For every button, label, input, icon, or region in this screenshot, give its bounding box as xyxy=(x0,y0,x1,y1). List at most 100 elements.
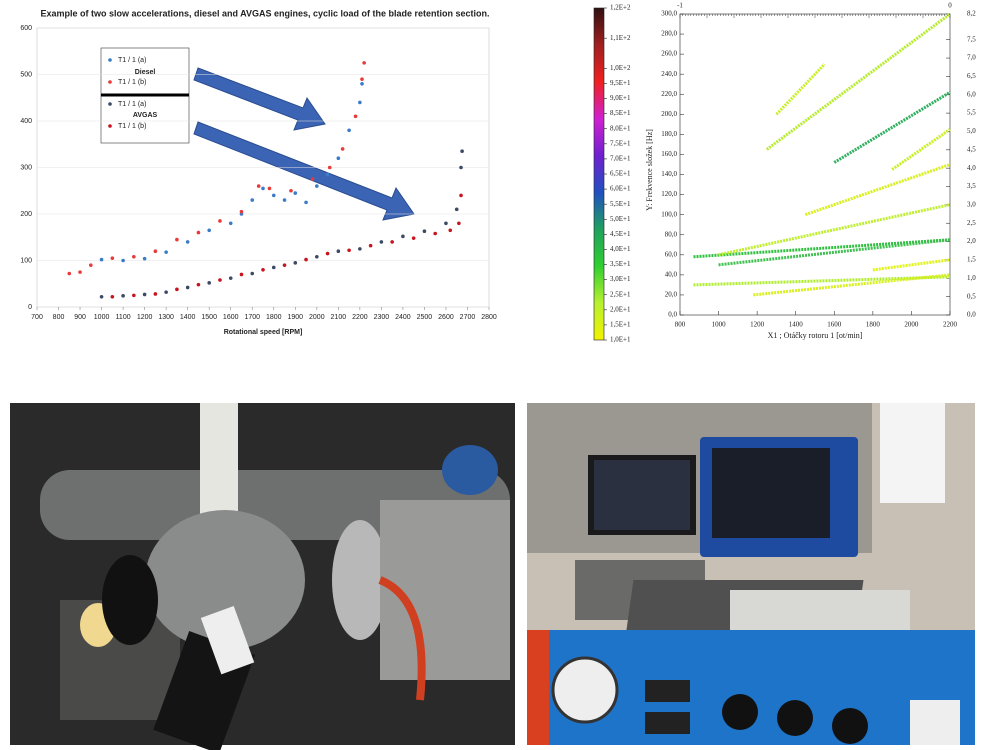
point xyxy=(110,256,115,260)
point xyxy=(448,228,453,233)
point xyxy=(411,236,416,240)
point xyxy=(207,281,211,285)
x2-tick-label: 0 xyxy=(948,2,952,10)
point xyxy=(153,292,158,296)
point xyxy=(304,200,308,205)
trace xyxy=(872,258,951,272)
chart-title: Example of two slow accelerations, diese… xyxy=(40,8,489,18)
point xyxy=(293,261,298,265)
arrow xyxy=(193,121,415,221)
point xyxy=(218,278,222,282)
point xyxy=(390,240,394,244)
legend-swatch xyxy=(108,58,112,62)
y-tick-label: 400 xyxy=(20,118,32,125)
point xyxy=(110,294,115,299)
colorbar-tick-label: 1,0E+1 xyxy=(610,336,631,344)
point xyxy=(132,293,136,298)
point xyxy=(459,193,463,198)
point xyxy=(67,271,72,276)
y-tick-label: 280,0 xyxy=(661,30,677,38)
colorbar-tick-label: 1,2E+2 xyxy=(610,4,631,12)
point xyxy=(250,198,255,202)
point xyxy=(271,265,276,270)
point xyxy=(460,149,464,154)
point xyxy=(142,292,147,297)
point xyxy=(353,114,358,119)
point xyxy=(362,61,366,65)
x-tick-label: 2200 xyxy=(943,321,958,329)
point xyxy=(310,177,315,181)
x-tick-label: 1100 xyxy=(116,314,131,321)
colorbar-tick-label: 4,5E+1 xyxy=(610,230,631,238)
x-tick-label: 1000 xyxy=(94,314,110,321)
colorbar-tick-label: 2,0E+1 xyxy=(610,305,631,313)
x-tick-label: 1600 xyxy=(827,321,842,329)
x-tick-label: 1900 xyxy=(287,314,303,321)
point xyxy=(261,186,265,191)
engine-photo xyxy=(10,403,515,750)
y2-tick-label: 3,0 xyxy=(967,200,976,208)
point xyxy=(142,256,147,261)
colorbar-tick-label: 5,0E+1 xyxy=(610,215,631,223)
y-tick-label: 120,0 xyxy=(661,190,677,198)
x-tick-label: 2700 xyxy=(460,314,476,321)
x-axis-label: Rotational speed [RPM] xyxy=(224,329,303,336)
legend-group-label: AVGAS xyxy=(133,112,158,119)
x-tick-label: 1300 xyxy=(158,314,174,321)
y2-tick-label: 3,5 xyxy=(967,182,976,190)
trace xyxy=(718,238,951,267)
point xyxy=(121,258,125,263)
legend-label: T1 / 1 (a) xyxy=(118,101,146,108)
point xyxy=(368,243,373,248)
x-tick-label: 2500 xyxy=(417,314,433,321)
y2-tick-label: 1,0 xyxy=(967,274,976,282)
point xyxy=(228,221,233,226)
x-tick-label: 1200 xyxy=(137,314,153,321)
x-axis-label: X1 ; Otáčky rotoru 1 [ot/min] xyxy=(768,331,863,340)
point xyxy=(327,165,332,170)
point xyxy=(379,240,384,244)
point xyxy=(153,249,158,253)
colorbar-tick-label: 7,0E+1 xyxy=(610,155,631,163)
colorbar-tick-label: 8,5E+1 xyxy=(610,109,631,117)
legend-label: T1 / 1 (a) xyxy=(118,57,146,64)
x-tick-label: 2100 xyxy=(331,314,347,321)
colorbar-tick-label: 5,5E+1 xyxy=(610,200,631,208)
y2-tick-label: 7,5 xyxy=(967,35,976,43)
x2-tick-label: -1 xyxy=(677,2,683,10)
trace xyxy=(891,128,951,171)
x-tick-label: 2300 xyxy=(374,314,390,321)
point xyxy=(239,209,244,214)
x-tick-label: 1800 xyxy=(866,321,881,329)
y-tick-label: 60,0 xyxy=(665,250,678,258)
y2-tick-label: 5,0 xyxy=(967,127,976,135)
y2-tick-label: 8,2 xyxy=(967,10,976,18)
x-tick-label: 2800 xyxy=(481,314,497,321)
legend-swatch xyxy=(108,102,112,106)
y2-tick-label: 0,5 xyxy=(967,292,976,300)
x-tick-label: 900 xyxy=(74,314,86,321)
x-tick-label: 2200 xyxy=(352,314,368,321)
y-tick-label: 80,0 xyxy=(665,230,678,238)
point xyxy=(185,285,190,290)
point xyxy=(239,272,244,277)
point xyxy=(289,188,293,193)
point xyxy=(315,254,319,259)
y-tick-label: 200 xyxy=(20,211,32,218)
y-tick-label: 0 xyxy=(28,304,32,311)
point xyxy=(358,247,362,251)
legend-label: T1 / 1 (b) xyxy=(118,123,146,130)
trace xyxy=(804,163,951,217)
y-tick-label: 240,0 xyxy=(661,70,677,78)
point xyxy=(304,257,308,262)
x-tick-label: 1600 xyxy=(223,314,239,321)
y-tick-label: 260,0 xyxy=(661,50,677,58)
point xyxy=(315,184,319,188)
point xyxy=(218,219,222,223)
point xyxy=(175,287,179,292)
point xyxy=(99,257,104,262)
colorbar-tick-label: 4,0E+1 xyxy=(610,245,631,253)
colorbar-tick-label: 1,0E+2 xyxy=(610,64,631,72)
legend-group-label: Diesel xyxy=(135,69,156,76)
point xyxy=(89,263,93,267)
